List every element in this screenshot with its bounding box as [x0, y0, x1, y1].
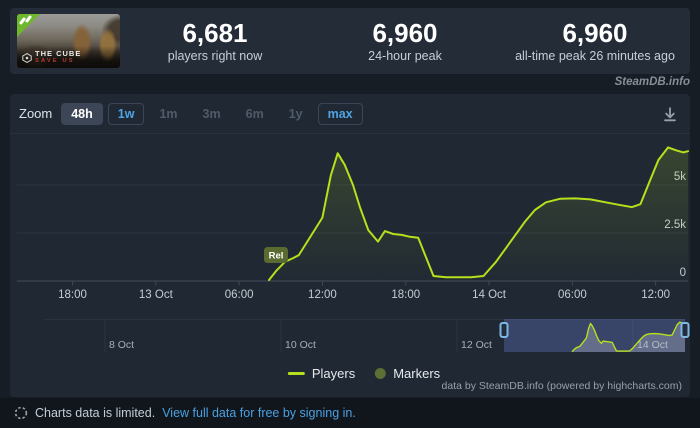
steamdb-watermark: SteamDB.info [614, 76, 690, 88]
line-swatch-icon [287, 372, 305, 375]
navigator-series-line [571, 321, 686, 353]
zoom-button-1m: 1m [149, 103, 187, 125]
navigator-area-fill [572, 322, 685, 352]
stat-label: 24-hour peak [368, 49, 442, 64]
limited-data-bar: Charts data is limited. View full data f… [0, 398, 700, 428]
navigator-date-label: 8 Oct [109, 339, 134, 351]
stat-alltime-peak: 6,960 all-time peak 26 minutes ago [500, 19, 690, 64]
game-subtitle: SAVE US [35, 58, 75, 65]
x-axis-label: 06:00 [225, 289, 254, 301]
navigator-selection[interactable] [504, 319, 685, 352]
zoom-button-1w[interactable]: 1w [107, 102, 145, 125]
legend-item-markers[interactable]: Markers [375, 366, 440, 381]
zoom-button-3m: 3m [193, 103, 231, 125]
x-axis-label: 18:00 [391, 289, 420, 301]
x-axis-label: 06:00 [558, 289, 587, 301]
capsule-shade [17, 46, 120, 68]
game-title: THE CUBE [35, 49, 82, 59]
x-axis-label: 18:00 [58, 289, 87, 301]
stat-label: players right now [167, 49, 263, 64]
legend-item-players[interactable]: Players [287, 366, 356, 381]
legend-label: Players [311, 366, 356, 381]
navigator-date-label: 10 Oct [285, 339, 316, 351]
zoom-button-1y: 1y [279, 103, 313, 125]
dot-swatch-icon [375, 368, 387, 379]
zoom-button-group: 48h 1w 1m 3m 6m 1y max [61, 102, 367, 125]
stat-value: 6,960 [372, 17, 438, 48]
stat-24h-peak: 6,960 24-hour peak [310, 19, 500, 64]
limited-data-notice: Charts data is limited. [35, 406, 156, 420]
navigator-date-label: 12 Oct [461, 339, 492, 351]
players-series-line [268, 146, 689, 281]
release-marker-badge[interactable] [263, 247, 288, 263]
stat-value: 6,681 [182, 17, 248, 48]
players-area-fill [269, 147, 688, 281]
x-axis-label: 12:00 [641, 289, 670, 301]
download-icon[interactable] [659, 103, 681, 125]
x-axis-label: 12:00 [308, 289, 337, 301]
game-capsule-image: THE CUBE SAVE US [17, 14, 120, 68]
zoom-button-max[interactable]: max [317, 102, 363, 125]
zoom-label: Zoom [19, 106, 53, 121]
game-logo: THE CUBE SAVE US [22, 50, 81, 65]
stats-row: 6,681 players right now 6,960 24-hour pe… [120, 19, 690, 64]
stat-label: all-time peak 26 minutes ago [515, 49, 675, 64]
zoom-button-6m: 6m [236, 103, 274, 125]
zoom-button-48h[interactable]: 48h [61, 102, 103, 125]
navigator-handle-left[interactable] [499, 322, 509, 338]
sign-in-link[interactable]: View full data for free by signing in. [162, 406, 356, 420]
stat-value: 6,960 [562, 17, 628, 48]
limited-data-dashed-circle-icon [14, 406, 28, 420]
hexagon-emblem-icon [22, 52, 32, 63]
x-axis-label: 14 Oct [472, 289, 507, 301]
stat-current-players: 6,681 players right now [120, 19, 310, 64]
x-axis-label: 13 Oct [139, 289, 174, 301]
legend-label: Markers [393, 366, 441, 381]
chart-toolbar: Zoom 48h 1w 1m 3m 6m 1y max [10, 94, 690, 134]
header-panel: THE CUBE SAVE US 6,681 players right now… [10, 8, 690, 74]
release-marker-label: Rel [269, 251, 284, 262]
navigator-date-label: 14 Oct [637, 339, 668, 351]
navigator-handle-right[interactable] [680, 322, 690, 338]
chart-legend: Players Markers [287, 366, 440, 381]
chart-credits: data by SteamDB.info (powered by highcha… [441, 380, 682, 392]
